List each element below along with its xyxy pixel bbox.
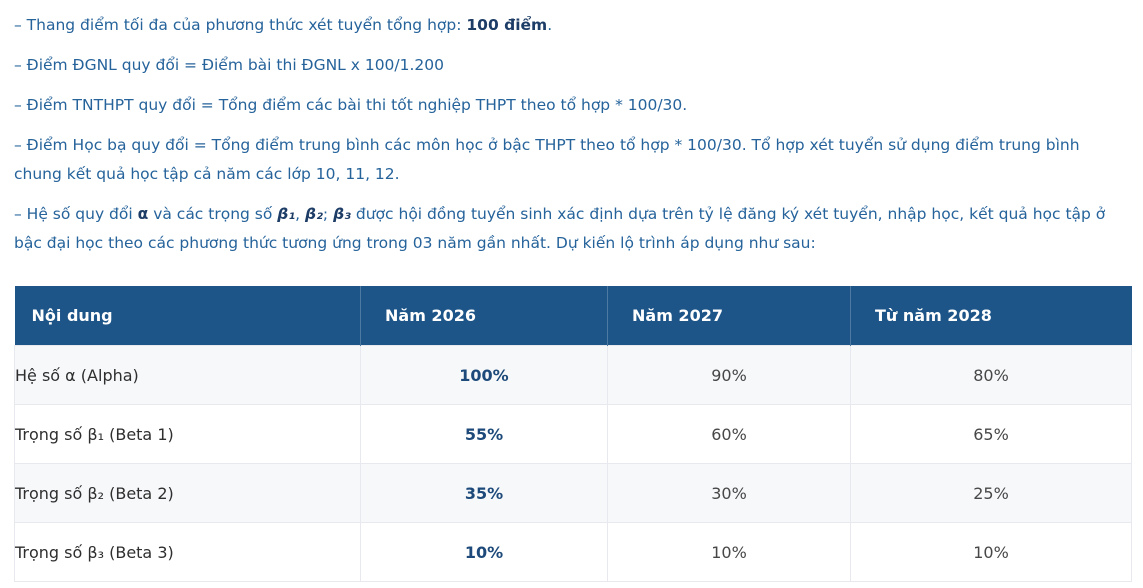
table-header: Nội dung Năm 2026 Năm 2027 Từ năm 2028 xyxy=(14,286,1132,346)
table-row-beta1: Trọng số β₁ (Beta 1) 55% 60% 65% xyxy=(14,404,1132,464)
cell-2026-value: 10% xyxy=(360,522,608,582)
cell-2026-value: 55% xyxy=(360,404,608,464)
paragraph-max-score-period: . xyxy=(547,16,553,34)
beta3-symbol: β₃ xyxy=(333,205,351,223)
paragraph-coefficients: – Hệ số quy đổi α và các trọng số β₁, β₂… xyxy=(14,200,1130,258)
row-label: Trọng số β₁ (Beta 1) xyxy=(14,404,361,464)
cell-2027-value: 60% xyxy=(607,404,851,464)
cell-2026-value: 100% xyxy=(360,345,608,405)
header-tu-nam-2028: Từ năm 2028 xyxy=(850,286,1132,346)
cell-2028-value: 80% xyxy=(850,345,1132,405)
paragraph-hocba-formula: – Điểm Học bạ quy đổi = Tổng điểm trung … xyxy=(14,136,1080,183)
table-header-row: Nội dung Năm 2026 Năm 2027 Từ năm 2028 xyxy=(14,286,1132,346)
cell-2026-value: 35% xyxy=(360,463,608,523)
paragraph-max-score: – Thang điểm tối đa của phương thức xét … xyxy=(14,11,1130,40)
coefficients-suffix: được hội đồng tuyển sinh xác định dựa tr… xyxy=(14,205,1106,252)
cell-2028-value: 25% xyxy=(850,463,1132,523)
paragraph-tnthpt-formula: – Điểm TNTHPT quy đổi = Tổng điểm các bà… xyxy=(14,96,688,114)
cell-2028-value: 65% xyxy=(850,404,1132,464)
paragraph-dgnl-formula: – Điểm ĐGNL quy đổi = Điểm bài thi ĐGNL … xyxy=(14,56,445,74)
header-nam-2027: Năm 2027 xyxy=(607,286,851,346)
table-row-beta3: Trọng số β₃ (Beta 3) 10% 10% 10% xyxy=(14,522,1132,582)
beta-separator-2: ; xyxy=(322,205,334,223)
paragraph-max-score-text: – Thang điểm tối đa của phương thức xét … xyxy=(14,16,467,34)
header-nam-2026: Năm 2026 xyxy=(360,286,608,346)
beta1-symbol: β₁ xyxy=(277,205,296,223)
header-noi-dung: Nội dung xyxy=(14,286,361,346)
cell-2027-value: 30% xyxy=(607,463,851,523)
coefficients-prefix: – Hệ số quy đổi xyxy=(14,205,138,223)
beta2-symbol: β₂ xyxy=(305,205,323,223)
max-score-value: 100 điểm xyxy=(466,16,548,34)
row-label: Trọng số β₃ (Beta 3) xyxy=(14,522,361,582)
cell-2027-value: 90% xyxy=(607,345,851,405)
alpha-symbol: α xyxy=(137,205,149,223)
cell-2028-value: 10% xyxy=(850,522,1132,582)
table-row-beta2: Trọng số β₂ (Beta 2) 35% 30% 25% xyxy=(14,463,1132,523)
row-label: Trọng số β₂ (Beta 2) xyxy=(14,463,361,523)
cell-2027-value: 10% xyxy=(607,522,851,582)
table-body: Hệ số α (Alpha) 100% 90% 80% Trọng số β₁… xyxy=(14,345,1132,582)
table-row-alpha: Hệ số α (Alpha) 100% 90% 80% xyxy=(14,345,1132,405)
coefficients-mid: và các trọng số xyxy=(148,205,278,223)
beta-separator-1: , xyxy=(295,205,306,223)
row-label: Hệ số α (Alpha) xyxy=(14,345,361,405)
coefficient-schedule-table: Nội dung Năm 2026 Năm 2027 Từ năm 2028 H… xyxy=(14,286,1132,582)
